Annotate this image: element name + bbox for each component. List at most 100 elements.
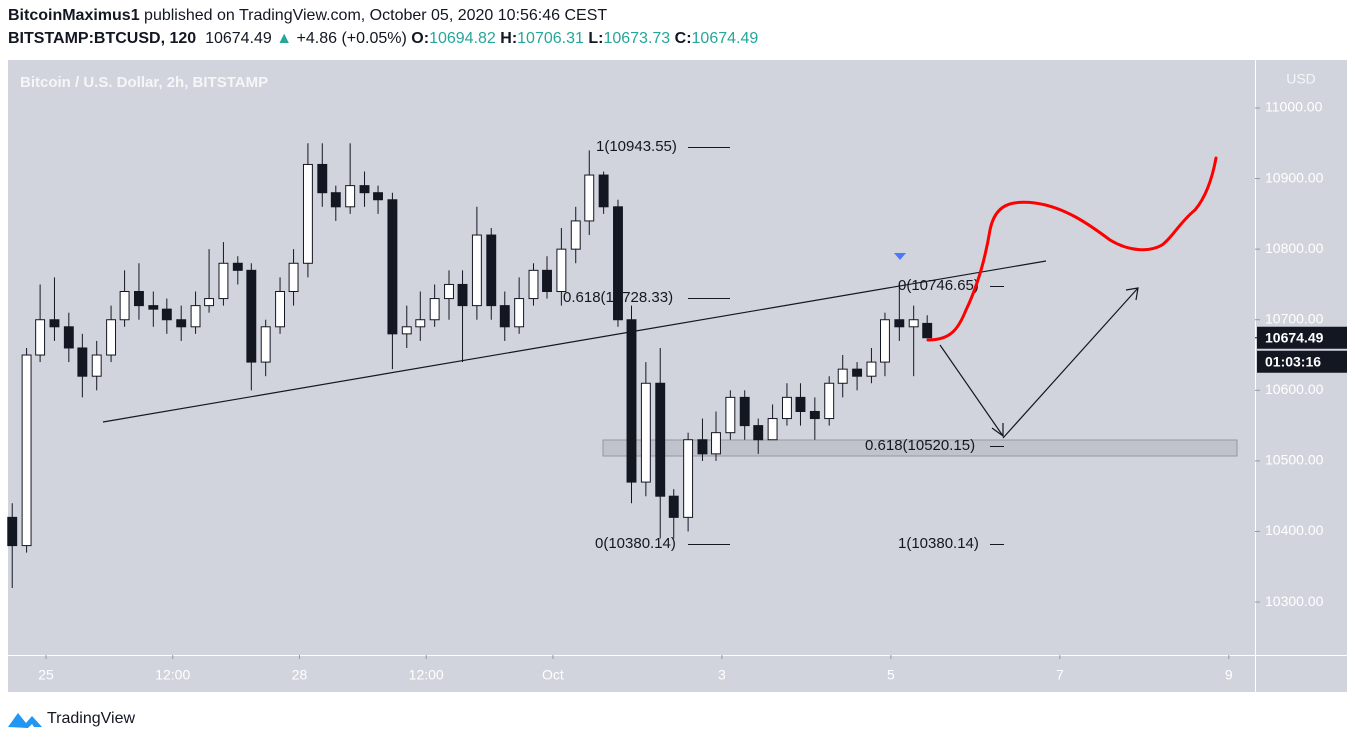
candle-body	[809, 410, 820, 420]
y-tick-label: 10500.00	[1265, 452, 1324, 468]
candle-body	[894, 319, 905, 328]
candle-body	[640, 382, 651, 483]
y-tick-label: 10300.00	[1265, 593, 1324, 609]
candle-body	[683, 439, 694, 518]
candle-body	[824, 382, 835, 420]
y-tick-label: 10400.00	[1265, 522, 1324, 538]
candles	[7, 143, 933, 588]
y-tick-label: 10600.00	[1265, 381, 1324, 397]
author: BitcoinMaximus1	[8, 7, 140, 24]
candle-body	[345, 185, 356, 208]
candle-body	[852, 368, 863, 377]
candle-body	[486, 234, 497, 307]
x-tick-label: 25	[38, 667, 54, 683]
open-value: 10694.82	[429, 30, 496, 47]
candle-body	[570, 220, 581, 250]
candle-body	[275, 291, 285, 328]
high-value: 10706.31	[517, 30, 584, 47]
axes: 11000.00 10900.00 10800.00 10700.00 10600.00…	[38, 99, 1323, 683]
candle-body	[218, 262, 229, 300]
fib-label: 1(10380.14)	[898, 535, 979, 552]
candle-body	[401, 326, 412, 335]
low-value: 10673.73	[603, 30, 671, 47]
candle-body	[880, 319, 890, 363]
candle-body	[302, 163, 313, 264]
quote-line: BITSTAMP:BTCUSD, 120 10674.49 ▲ +4.86 (+…	[8, 30, 758, 48]
fib-label: 0.618(10728.33)	[563, 289, 673, 306]
x-tick-label: 12:00	[409, 667, 444, 683]
y-tick-label: 10900.00	[1265, 169, 1324, 185]
chart-background	[8, 60, 1347, 692]
x-tick-label: 12:00	[155, 667, 190, 683]
candle-body	[133, 291, 144, 307]
fib-label: 0(10380.14)	[595, 535, 676, 552]
y-tick-label: 11000.00	[1265, 99, 1323, 115]
price-tag	[1257, 326, 1347, 349]
candle-body	[598, 174, 609, 208]
forecast-path	[926, 156, 1218, 342]
candle-body	[922, 322, 933, 339]
candle-body	[161, 308, 172, 321]
change: +4.86 (+0.05%)	[296, 30, 407, 47]
candle-body	[866, 361, 877, 377]
x-tick-label: 28	[292, 667, 308, 683]
projection-arrows	[939, 287, 1139, 439]
candle-body	[373, 192, 383, 201]
candle-body	[444, 283, 454, 300]
candle-body	[753, 425, 764, 441]
candle-body	[91, 354, 102, 377]
candle-body	[317, 163, 328, 194]
candle-body	[148, 305, 159, 310]
open-label: O:	[411, 30, 430, 47]
candle-body	[359, 185, 370, 194]
candle-body	[457, 283, 468, 307]
candle-body	[35, 319, 46, 356]
candle-body	[415, 319, 426, 328]
candle-body	[668, 495, 679, 518]
countdown-tag	[1257, 350, 1347, 373]
close-label: C:	[674, 30, 692, 47]
fib-label: 0.618(10520.15)	[865, 437, 975, 454]
candle-body	[190, 305, 201, 328]
candle-body	[429, 298, 440, 321]
candle-body	[204, 298, 215, 307]
candle-body	[795, 396, 806, 412]
candle-body	[584, 174, 595, 222]
price-axis-unit: USD	[1286, 71, 1316, 87]
trend-line	[102, 260, 1047, 423]
close-value: 10674.49	[691, 30, 759, 47]
candle-body	[626, 319, 637, 483]
arrow	[939, 344, 1004, 437]
arrow-head	[991, 423, 1004, 438]
change-arrow: ▲	[276, 30, 293, 47]
candle-body	[711, 432, 721, 455]
candle-body	[739, 396, 750, 427]
candle-body	[330, 192, 341, 208]
arrow-head	[1125, 287, 1139, 301]
candle-body	[387, 199, 398, 335]
price-tag-label: 10674.49	[1265, 329, 1324, 345]
x-tick-label: Oct	[542, 667, 564, 683]
candle-body	[77, 347, 88, 377]
candle-body	[697, 439, 708, 455]
footer-logo: TradingView	[8, 710, 135, 728]
candle-body	[288, 262, 299, 293]
candle-body	[655, 382, 666, 497]
candle-body	[63, 326, 74, 349]
support-zone	[602, 439, 1238, 457]
x-tick-label: 9	[1225, 667, 1233, 683]
published-info: published on TradingView.com, October 05…	[144, 7, 608, 24]
publish-line: BitcoinMaximus1 published on TradingView…	[8, 7, 607, 25]
candle-body	[837, 368, 848, 384]
x-tick-label: 5	[887, 667, 895, 683]
candle-body	[613, 206, 623, 321]
candle-body	[499, 305, 510, 328]
fib-annotations: 1(10943.55) 0.618(10728.33) 0(10380.14) …	[563, 138, 1004, 552]
footer-brand: TradingView	[47, 710, 135, 727]
candle-body	[21, 354, 32, 547]
logo-icon	[8, 713, 42, 728]
candle-body	[246, 269, 257, 363]
y-tick-label: 10800.00	[1265, 240, 1324, 256]
candle-body	[767, 418, 778, 441]
